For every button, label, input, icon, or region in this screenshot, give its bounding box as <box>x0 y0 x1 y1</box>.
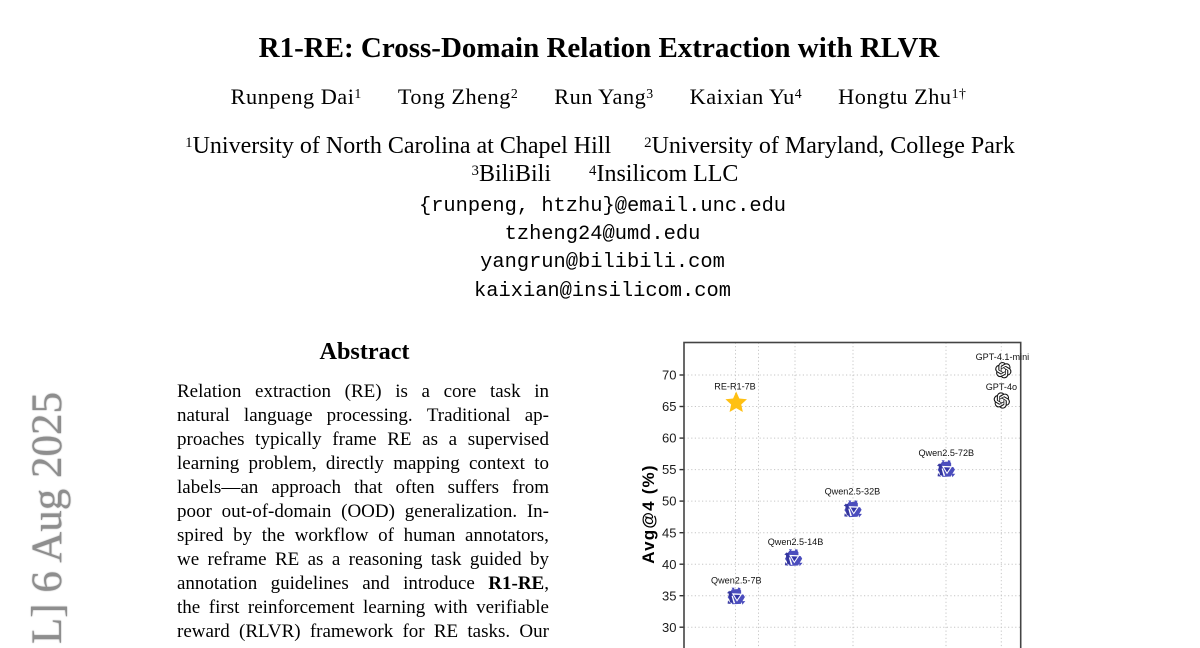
svg-text:60: 60 <box>662 431 676 446</box>
svg-text:Qwen2.5-72B: Qwen2.5-72B <box>918 448 974 458</box>
svg-text:50: 50 <box>662 494 676 509</box>
svg-text:RE-R1-7B: RE-R1-7B <box>714 381 755 391</box>
svg-text:30: 30 <box>662 620 676 635</box>
svg-text:Qwen2.5-7B: Qwen2.5-7B <box>711 576 762 586</box>
svg-text:GPT-4o: GPT-4o <box>986 382 1017 392</box>
svg-text:70: 70 <box>662 368 676 383</box>
svg-text:Qwen2.5-32B: Qwen2.5-32B <box>825 487 881 497</box>
svg-text:45: 45 <box>662 525 676 540</box>
svg-text:35: 35 <box>662 588 676 603</box>
svg-text:65: 65 <box>662 399 676 414</box>
svg-text:40: 40 <box>662 557 676 572</box>
svg-text:Avg@4 (%): Avg@4 (%) <box>639 464 658 563</box>
svg-text:GPT-4.1-mini: GPT-4.1-mini <box>976 352 1030 362</box>
svg-text:55: 55 <box>662 462 676 477</box>
svg-text:Qwen2.5-14B: Qwen2.5-14B <box>768 537 824 547</box>
